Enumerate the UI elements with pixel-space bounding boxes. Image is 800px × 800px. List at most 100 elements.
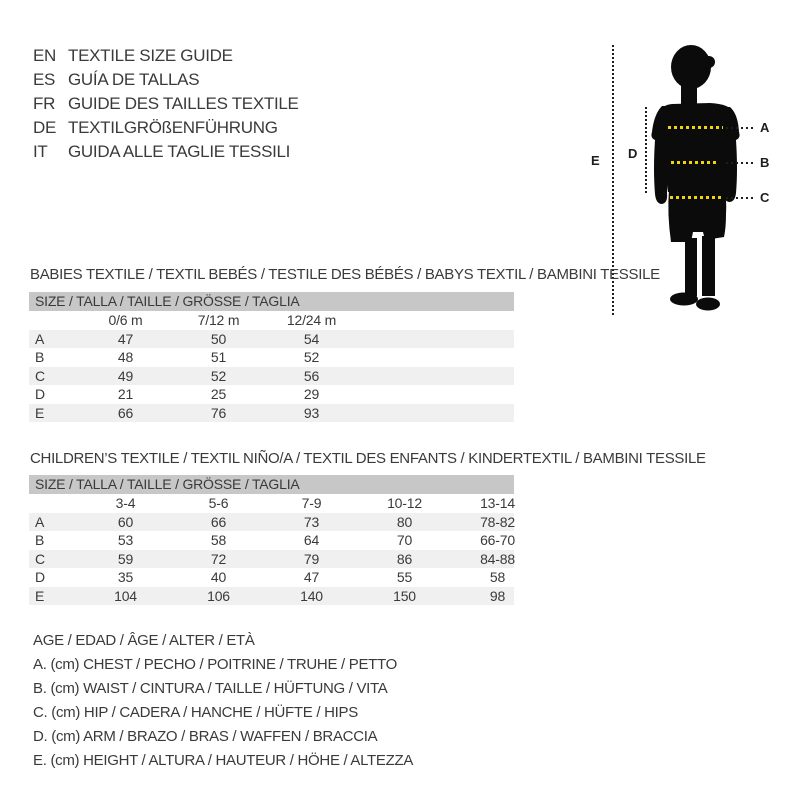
lang-code: ES: [33, 70, 56, 89]
lang-row-en: EN TEXTILE SIZE GUIDE: [33, 44, 299, 68]
table-cell: 84-88: [480, 550, 515, 567]
table-cell: 40: [210, 569, 227, 586]
table-cell: 51: [210, 349, 227, 366]
table-cell: 60: [117, 513, 134, 530]
column-header: 13-14: [480, 495, 515, 512]
size-header-bar: SIZE / TALLA / TAILLE / GRÖSSE / TAGLIA: [29, 475, 514, 494]
table-cell: 76: [210, 404, 227, 421]
table-cell: 106: [207, 587, 230, 604]
figure-label-d: D: [628, 146, 638, 161]
table-cell: 52: [210, 367, 227, 384]
size-header-bar: SIZE / TALLA / TAILLE / GRÖSSE / TAGLIA: [29, 292, 514, 311]
column-header: 0/6 m: [108, 312, 143, 329]
table-cell: 98: [489, 587, 506, 604]
table-row: E 104 106 140 150 98: [29, 586, 514, 605]
arm-measure-line-d: [645, 107, 647, 194]
table-cell: 47: [117, 330, 134, 347]
waist-measure-line-b: [671, 161, 717, 164]
row-label: E: [35, 404, 45, 421]
table-header-row: 3-4 5-6 7-9 10-12 13-14: [29, 494, 515, 513]
table-cell: 25: [210, 386, 227, 403]
table-cell: 55: [396, 569, 413, 586]
table-row: E 66 76 93: [29, 403, 514, 422]
lang-title: GUIDE DES TAILLES TEXTILE: [68, 94, 299, 113]
table-cell: 86: [396, 550, 413, 567]
table-cell: 140: [300, 587, 323, 604]
table-row: B 53 58 64 70 66-70: [29, 531, 515, 550]
table-row: A 60 66 73 80 78-82: [29, 512, 515, 531]
lang-row-it: IT GUIDA ALLE TAGLIE TESSILI: [33, 140, 299, 164]
lang-row-de: DE TEXTILGRÖßENFÜHRUNG: [33, 116, 299, 140]
table-row: D 35 40 47 55 58: [29, 568, 514, 587]
table-cell: 73: [303, 513, 320, 530]
lang-title: GUIDA ALLE TAGLIE TESSILI: [68, 142, 291, 161]
table-row: A 47 50 54: [29, 329, 514, 348]
table-cell: 150: [393, 587, 416, 604]
table-row: C 59 72 79 86 84-88: [29, 549, 515, 568]
figure-label-e: E: [591, 153, 600, 168]
table-cell: 50: [210, 330, 227, 347]
table-cell: 53: [117, 532, 134, 549]
table-cell: 78-82: [480, 513, 515, 530]
column-header: 10-12: [387, 495, 422, 512]
table-cell: 104: [114, 587, 137, 604]
table-cell: 56: [303, 367, 320, 384]
row-label: B: [35, 532, 45, 549]
row-label: B: [35, 349, 45, 366]
chest-leader-line: [726, 127, 756, 129]
table-cell: 64: [303, 532, 320, 549]
row-label: C: [35, 550, 45, 567]
height-measure-line-e: [612, 45, 614, 315]
table-cell: 72: [210, 550, 227, 567]
table-cell: 21: [117, 386, 134, 403]
column-header: 12/24 m: [286, 312, 337, 329]
table-cell: 58: [489, 569, 506, 586]
table-cell: 48: [117, 349, 134, 366]
column-header: 7/12 m: [197, 312, 240, 329]
lang-title: GUÍA DE TALLAS: [68, 70, 200, 89]
lang-code: EN: [33, 46, 57, 65]
legend-line-age: AGE / EDAD / ÂGE / ALTER / ETÀ: [33, 632, 255, 649]
table-cell: 70: [396, 532, 413, 549]
table-row: B 48 51 52: [29, 348, 514, 367]
table-cell: 54: [303, 330, 320, 347]
table-cell: 58: [210, 532, 227, 549]
row-label: A: [35, 513, 45, 530]
hip-leader-line: [726, 197, 756, 199]
lang-code: DE: [33, 118, 57, 137]
language-title-list: EN TEXTILE SIZE GUIDE ES GUÍA DE TALLAS …: [33, 44, 299, 164]
lang-title: TEXTILGRÖßENFÜHRUNG: [68, 118, 278, 137]
legend-line-chest: A. (cm) CHEST / PECHO / POITRINE / TRUHE…: [33, 656, 397, 673]
table-row: D 21 25 29: [29, 385, 514, 404]
table-row: C 49 52 56: [29, 366, 514, 385]
row-label: A: [35, 330, 45, 347]
table-cell: 66-70: [480, 532, 515, 549]
chest-measure-line-a: [668, 126, 723, 129]
lang-code: IT: [33, 142, 48, 161]
figure-label-c: C: [760, 190, 770, 205]
legend-line-arm: D. (cm) ARM / BRAZO / BRAS / WAFFEN / BR…: [33, 728, 378, 745]
table-cell: 66: [117, 404, 134, 421]
table-cell: 93: [303, 404, 320, 421]
legend-line-waist: B. (cm) WAIST / CINTURA / TAILLE / HÜFTU…: [33, 680, 388, 697]
lang-row-es: ES GUÍA DE TALLAS: [33, 68, 299, 92]
column-header: 5-6: [208, 495, 229, 512]
table-cell: 79: [303, 550, 320, 567]
figure-label-a: A: [760, 120, 770, 135]
table-cell: 52: [303, 349, 320, 366]
lang-row-fr: FR GUIDE DES TAILLES TEXTILE: [33, 92, 299, 116]
waist-leader-line: [726, 162, 756, 164]
babies-size-table: SIZE / TALLA / TAILLE / GRÖSSE / TAGLIA …: [29, 292, 514, 422]
legend-line-hip: C. (cm) HIP / CADERA / HANCHE / HÜFTE / …: [33, 704, 358, 721]
table-cell: 35: [117, 569, 134, 586]
child-silhouette-icon: [651, 45, 740, 311]
row-label: E: [35, 587, 45, 604]
row-label: C: [35, 367, 45, 384]
table-header-row: 0/6 m 7/12 m 12/24 m: [29, 311, 514, 330]
table-cell: 66: [210, 513, 227, 530]
column-header: 7-9: [301, 495, 322, 512]
hip-measure-line-c: [670, 196, 722, 199]
lang-code: FR: [33, 94, 56, 113]
table-cell: 80: [396, 513, 413, 530]
